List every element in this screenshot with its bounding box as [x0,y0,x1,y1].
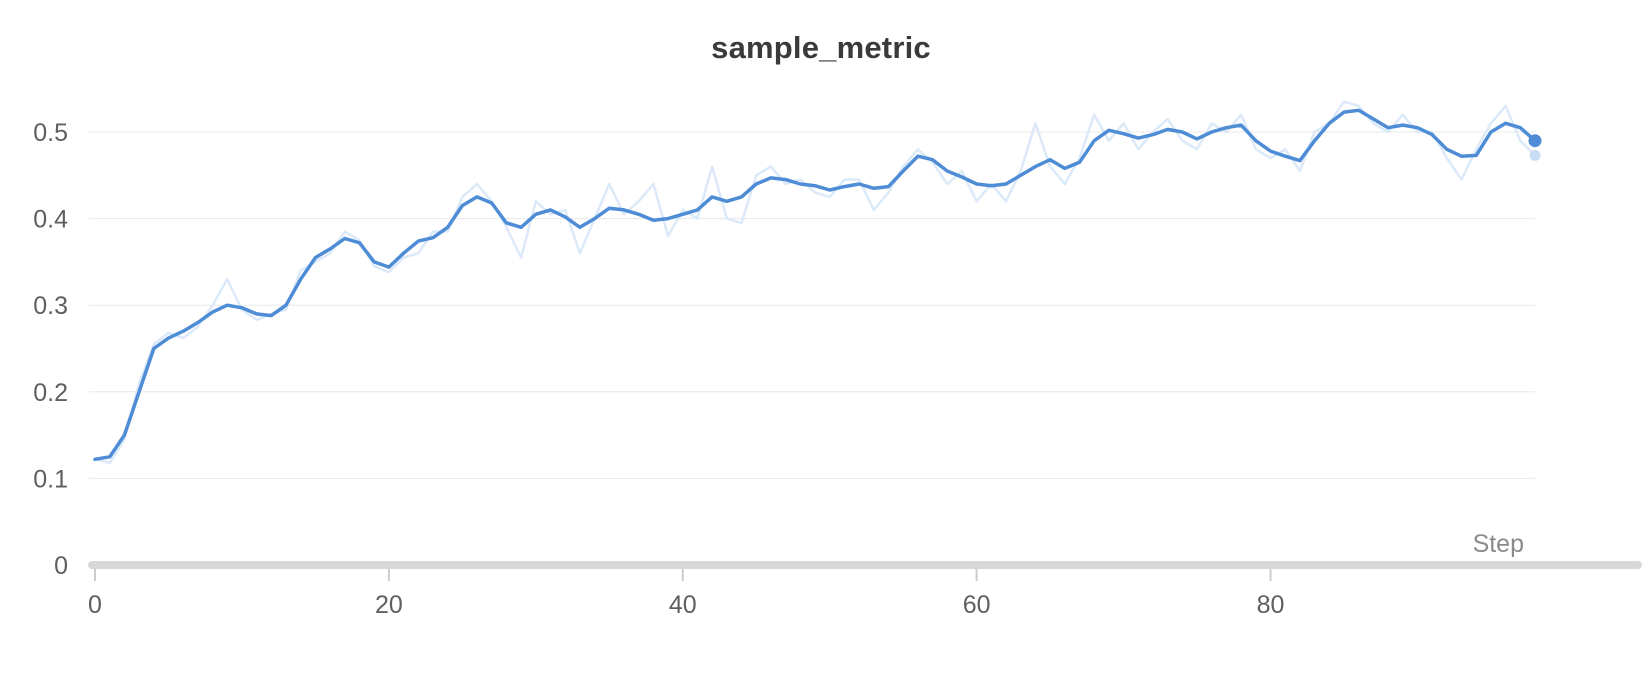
x-axis-label: Step [1472,530,1524,558]
x-axis-tick-label: 0 [88,591,102,619]
y-axis-tick-label: 0.4 [33,206,68,234]
metric-line-smoothed [93,108,1537,462]
end-point-marker-smoothed [1528,134,1542,148]
metric-line-raw [93,100,1537,465]
y-axis-tick-label: 0 [54,552,68,580]
y-axis-tick-label: 0.2 [33,379,68,407]
y-axis-tick-label: 0.3 [33,292,68,320]
x-axis-tick-label: 80 [1257,591,1285,619]
x-axis-tick-label: 20 [375,591,403,619]
y-axis-tick-label: 0.5 [33,119,68,147]
end-point-marker-raw [1529,149,1541,161]
x-axis-tick-label: 40 [669,591,697,619]
chart-title: sample_metric [711,30,931,65]
y-axis-tick-label: 0.1 [33,465,68,493]
line-chart-plot-area[interactable]: 0 0.1 0.2 0.3 0.4 0.5 0 20 40 60 80 [0,80,1642,674]
x-axis-line [88,561,1642,569]
x-axis-tick-label: 60 [963,591,991,619]
